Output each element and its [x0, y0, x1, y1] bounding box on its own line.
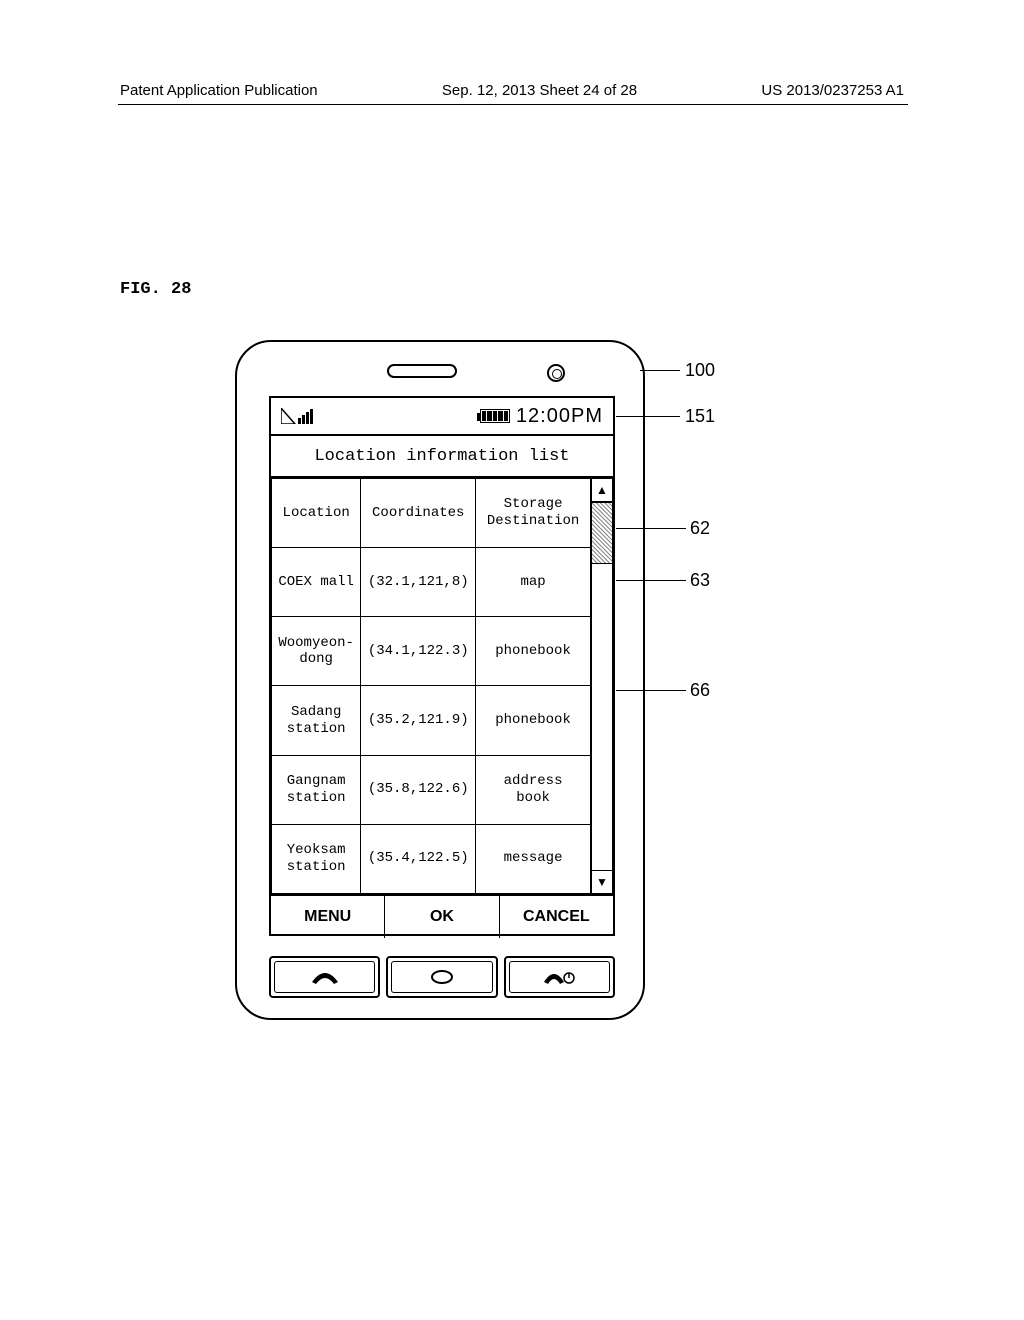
home-button[interactable]: [386, 956, 497, 998]
scroll-thumb[interactable]: [592, 502, 612, 564]
col-destination: Storage Destination: [476, 479, 591, 548]
table-row[interactable]: Gangnam station (35.8,122.6) address boo…: [272, 755, 591, 824]
cell-dest: message: [476, 824, 591, 893]
cell-dest: map: [476, 548, 591, 617]
hardware-buttons: [269, 956, 615, 998]
phone-device: 12:00PM Location information list Locati…: [235, 340, 645, 1020]
cell-location: COEX mall: [272, 548, 361, 617]
leader-line: [616, 416, 680, 417]
oval-icon: [429, 969, 455, 985]
leader-line: [616, 528, 686, 529]
callout-100: 100: [685, 360, 715, 381]
scroll-track[interactable]: [592, 502, 613, 870]
header-center: Sep. 12, 2013 Sheet 24 of 28: [442, 82, 637, 99]
clock-text: 12:00PM: [516, 405, 603, 428]
cell-dest: address book: [476, 755, 591, 824]
cell-coord: (35.4,122.5): [361, 824, 476, 893]
power-phone-icon: [542, 968, 576, 986]
cell-location: Sadang station: [272, 686, 361, 755]
status-bar: 12:00PM: [271, 398, 613, 436]
cell-dest: phonebook: [476, 617, 591, 686]
table-row[interactable]: Yeoksam station (35.4,122.5) message: [272, 824, 591, 893]
figure-label: FIG. 28: [120, 280, 191, 299]
cell-coord: (35.2,121.9): [361, 686, 476, 755]
callout-151: 151: [685, 406, 715, 427]
menu-button[interactable]: MENU: [271, 896, 385, 938]
col-location: Location: [272, 479, 361, 548]
screen: 12:00PM Location information list Locati…: [269, 396, 615, 936]
callout-62: 62: [690, 518, 710, 539]
scroll-up-icon[interactable]: ▲: [592, 478, 613, 502]
scroll-down-icon[interactable]: ▼: [592, 870, 613, 894]
leader-line: [640, 370, 680, 371]
phone-icon: [310, 968, 340, 986]
table-row[interactable]: Woomyeon- dong (34.1,122.3) phonebook: [272, 617, 591, 686]
scrollbar[interactable]: ▲ ▼: [591, 478, 613, 894]
cell-coord: (34.1,122.3): [361, 617, 476, 686]
header-right: US 2013/0237253 A1: [761, 82, 904, 99]
list-title: Location information list: [271, 436, 613, 478]
callout-66: 66: [690, 680, 710, 701]
page-header: Patent Application Publication Sep. 12, …: [0, 82, 1024, 99]
cancel-button[interactable]: CANCEL: [500, 896, 613, 938]
end-button[interactable]: [504, 956, 615, 998]
battery-icon: [480, 409, 510, 423]
col-coordinates: Coordinates: [361, 479, 476, 548]
cell-location: Gangnam station: [272, 755, 361, 824]
ok-button[interactable]: OK: [385, 896, 499, 938]
table-row[interactable]: Sadang station (35.2,121.9) phonebook: [272, 686, 591, 755]
leader-line: [616, 690, 686, 691]
table-row[interactable]: COEX mall (32.1,121,8) map: [272, 548, 591, 617]
cell-location: Woomyeon- dong: [272, 617, 361, 686]
cell-coord: (35.8,122.6): [361, 755, 476, 824]
camera-icon: [547, 364, 565, 382]
phone-body: 12:00PM Location information list Locati…: [235, 340, 645, 1020]
status-right: 12:00PM: [480, 405, 603, 428]
location-table-wrap: Location Coordinates Storage Destination…: [271, 478, 613, 894]
header-rule: [118, 104, 908, 105]
table-header-row: Location Coordinates Storage Destination: [272, 479, 591, 548]
cell-location: Yeoksam station: [272, 824, 361, 893]
location-table: Location Coordinates Storage Destination…: [271, 478, 591, 894]
signal-icon: [281, 408, 313, 424]
cell-coord: (32.1,121,8): [361, 548, 476, 617]
header-left: Patent Application Publication: [120, 82, 318, 99]
leader-line: [616, 580, 686, 581]
speaker-icon: [387, 364, 457, 378]
callout-63: 63: [690, 570, 710, 591]
call-button[interactable]: [269, 956, 380, 998]
softkey-bar: MENU OK CANCEL: [271, 894, 613, 938]
cell-dest: phonebook: [476, 686, 591, 755]
